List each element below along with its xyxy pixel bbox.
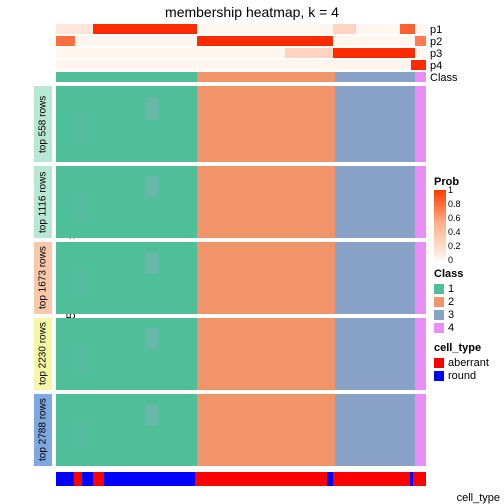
- class-legend-title: Class: [434, 268, 489, 280]
- heatmap-panel: top 1673 rows: [56, 242, 426, 314]
- heatmap-panel: top 2788 rows: [56, 394, 426, 466]
- p-track-labels: p1 p2 p3 p4 Class: [430, 24, 458, 84]
- p2-track: [56, 36, 426, 46]
- legend-item: 2: [434, 295, 489, 308]
- class-legend-items: 1234: [434, 282, 489, 334]
- p3-label: p3: [430, 48, 458, 60]
- prob-legend-title: Prob: [434, 176, 489, 188]
- celltype-legend-items: aberrantround: [434, 356, 489, 382]
- class-track: [56, 72, 426, 82]
- legend-item: 1: [434, 282, 489, 295]
- panel-row-label: top 2230 rows: [34, 318, 52, 390]
- p-tracks: [56, 24, 426, 70]
- p4-label: p4: [430, 60, 458, 72]
- p3-track: [56, 48, 426, 58]
- legend-item: 4: [434, 321, 489, 334]
- heatmap-panel: top 558 rows: [56, 86, 426, 162]
- celltype-track: [56, 472, 426, 486]
- p4-track: [56, 60, 426, 70]
- prob-ticks: 10.80.60.40.20: [448, 185, 461, 265]
- celltype-x-label: cell_type: [457, 492, 500, 504]
- legend-item: 3: [434, 308, 489, 321]
- panel-row-label: top 1116 rows: [34, 166, 52, 238]
- p2-label: p2: [430, 36, 458, 48]
- class-track-label: Class: [430, 72, 458, 84]
- legend-item: round: [434, 369, 489, 382]
- p1-track: [56, 24, 426, 34]
- heatmap-body: top 558 rowstop 1116 rowstop 1673 rowsto…: [56, 86, 426, 466]
- legends: Prob 10.80.60.40.20 Class 1234 cell_type…: [434, 168, 489, 382]
- celltype-legend-title: cell_type: [434, 342, 489, 354]
- p1-label: p1: [430, 24, 458, 36]
- prob-colorbar: 10.80.60.40.20: [434, 190, 446, 260]
- legend-item: aberrant: [434, 356, 489, 369]
- panel-row-label: top 2788 rows: [34, 394, 52, 466]
- heatmap-area: top 558 rowstop 1116 rowstop 1673 rowsto…: [56, 24, 426, 469]
- panel-row-label: top 558 rows: [34, 86, 52, 162]
- panel-row-label: top 1673 rows: [34, 242, 52, 314]
- heatmap-panel: top 1116 rows: [56, 166, 426, 238]
- heatmap-panel: top 2230 rows: [56, 318, 426, 390]
- plot-title: membership heatmap, k = 4: [0, 4, 504, 20]
